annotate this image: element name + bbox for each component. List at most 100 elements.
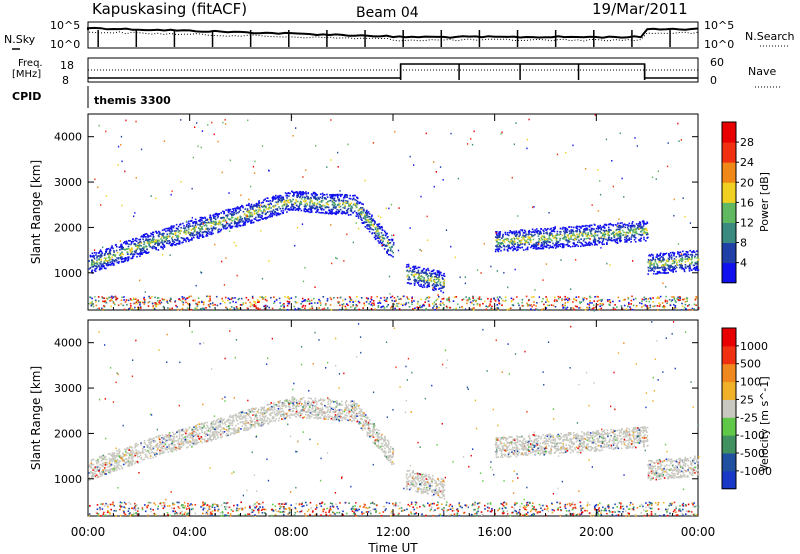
echo-cell xyxy=(435,274,438,276)
echo-cell xyxy=(502,235,504,237)
echo-cell xyxy=(334,206,337,208)
echo-cell xyxy=(695,304,697,306)
echo-cell xyxy=(105,267,107,270)
echo-cell xyxy=(253,213,256,215)
echo-cell xyxy=(669,255,671,258)
echo-cell xyxy=(641,306,643,308)
echo-cell xyxy=(227,514,229,517)
echo-cell xyxy=(235,207,238,209)
echo-cell xyxy=(184,229,186,231)
echo-cell xyxy=(161,233,163,235)
echo-cell xyxy=(629,307,632,310)
echo-cell xyxy=(669,304,672,307)
echo-cell xyxy=(495,239,497,241)
echo-cell xyxy=(114,259,117,261)
echo-cell xyxy=(176,236,178,238)
echo-cell xyxy=(389,249,392,252)
echo-cell xyxy=(99,250,102,252)
echo-cell xyxy=(311,205,313,208)
echo-cell xyxy=(537,232,539,235)
echo-cell xyxy=(136,244,138,247)
echo-cell xyxy=(500,249,502,252)
echo-cell xyxy=(269,216,271,218)
echo-cell xyxy=(336,212,338,214)
echo-cell xyxy=(158,301,160,304)
echo-cell xyxy=(169,230,171,233)
echo-cell xyxy=(152,238,154,240)
echo-cell xyxy=(317,208,319,211)
echo-cell xyxy=(654,258,656,261)
echo-cell xyxy=(168,233,171,235)
echo-cell xyxy=(333,512,335,514)
echo-cell xyxy=(564,238,567,241)
echo-cell xyxy=(684,303,687,306)
echo-cell xyxy=(350,202,352,204)
echo-cell xyxy=(113,264,115,266)
echo-cell xyxy=(585,233,587,235)
echo-cell xyxy=(222,300,224,302)
echo-cell xyxy=(567,299,569,302)
echo-cell xyxy=(95,252,98,254)
echo-cell xyxy=(251,295,254,298)
echo-cell xyxy=(597,210,599,212)
echo-cell xyxy=(400,507,403,509)
echo-cell xyxy=(281,196,284,198)
echo-cell xyxy=(165,238,168,241)
echo-cell xyxy=(139,252,141,254)
echo-cell xyxy=(122,260,125,263)
echo-cell xyxy=(531,245,533,247)
echo-cell xyxy=(100,264,103,267)
echo-cell xyxy=(596,231,599,233)
echo-cell xyxy=(605,238,607,241)
echo-cell xyxy=(144,299,146,301)
echo-cell xyxy=(209,216,211,219)
echo-cell xyxy=(378,299,381,302)
echo-cell xyxy=(275,214,278,216)
echo-cell xyxy=(606,512,608,515)
echo-cell xyxy=(137,307,139,310)
echo-cell xyxy=(543,243,545,246)
echo-cell xyxy=(247,221,249,223)
echo-cell xyxy=(98,255,100,257)
echo-cell xyxy=(226,226,229,229)
echo-cell xyxy=(540,232,542,235)
echo-cell xyxy=(615,229,617,232)
echo-cell xyxy=(150,239,153,242)
echo-cell xyxy=(554,247,557,249)
echo-cell xyxy=(442,307,444,310)
echo-cell xyxy=(526,138,528,141)
echo-cell xyxy=(327,212,330,215)
echo-cell xyxy=(588,304,590,306)
echo-cell xyxy=(594,244,596,246)
echo-cell xyxy=(198,220,200,222)
echo-cell xyxy=(345,212,347,215)
echo-cell xyxy=(96,259,98,261)
echo-cell xyxy=(201,235,203,237)
echo-cell xyxy=(242,224,244,227)
echo-cell xyxy=(275,299,278,301)
echo-cell xyxy=(633,236,636,239)
echo-cell xyxy=(502,236,504,238)
echo-cell xyxy=(248,215,250,218)
echo-cell xyxy=(265,218,267,220)
freq-line xyxy=(88,63,698,79)
echo-cell xyxy=(251,222,253,224)
echo-cell xyxy=(287,201,289,203)
echo-cell xyxy=(439,283,441,285)
echo-cell xyxy=(394,307,396,310)
echo-cell xyxy=(253,218,256,220)
echo-cell xyxy=(694,267,696,269)
echo-cell xyxy=(535,305,537,307)
echo-cell xyxy=(508,244,510,247)
echo-cell xyxy=(223,284,226,286)
echo-cell xyxy=(381,306,383,308)
echo-cell xyxy=(558,297,560,300)
echo-cell xyxy=(294,209,297,211)
echo-cell xyxy=(306,208,308,211)
echo-cell xyxy=(383,307,386,309)
colorbar-segment xyxy=(722,262,736,284)
echo-cell xyxy=(555,245,558,247)
echo-cell xyxy=(310,193,313,195)
echo-cell xyxy=(331,194,334,196)
echo-cell xyxy=(592,240,595,243)
